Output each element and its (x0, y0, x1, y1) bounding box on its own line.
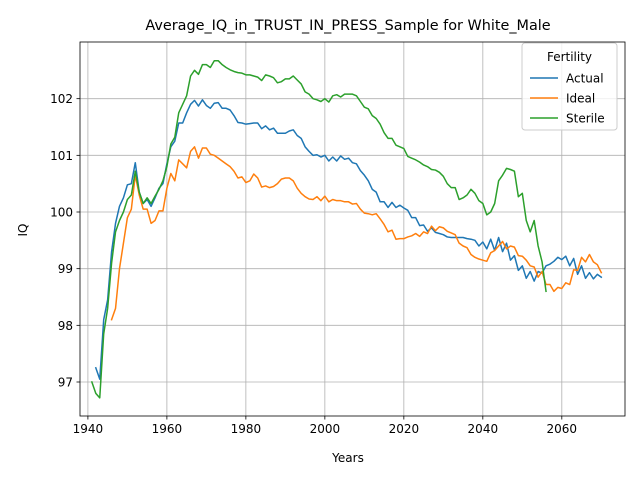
y-axis-title: IQ (16, 224, 30, 237)
x-tick-label: 1980 (231, 422, 262, 436)
legend-entries: Actual Ideal Sterile (530, 72, 605, 126)
axes: 1940 1960 1980 2000 2020 2040 2060 97 98 99 100 101… (50, 92, 577, 436)
y-tick-label: 100 (50, 206, 73, 220)
y-tick-label: 101 (50, 149, 73, 163)
legend-label-sterile: Sterile (566, 112, 605, 126)
x-tick-label: 2040 (468, 422, 499, 436)
y-tick-label: 99 (58, 262, 73, 276)
series-line-sterile (90, 59, 547, 399)
legend-label-ideal: Ideal (566, 92, 595, 106)
x-tick-label: 2000 (310, 422, 341, 436)
x-tick-label: 1960 (152, 422, 183, 436)
legend-box (521, 42, 618, 131)
legend-label-actual: Actual (566, 72, 604, 86)
y-tick-label: 97 (58, 376, 73, 390)
x-tick-label: 1940 (73, 422, 104, 436)
legend-title: Fertility (547, 50, 592, 64)
chart-title: Average_IQ_in_TRUST_IN_PRESS_Sample for … (145, 18, 550, 34)
x-tick-label: 2020 (389, 422, 420, 436)
series-line-actual (94, 99, 603, 380)
x-axis-title: Years (331, 451, 364, 465)
x-tick-label: 2060 (547, 422, 578, 436)
plot-frame (79, 41, 626, 417)
y-tick-label: 98 (58, 319, 73, 333)
series-lines (90, 59, 603, 399)
legend: Fertility Actual Ideal Sterile (521, 42, 618, 131)
y-tick-label: 102 (50, 92, 73, 106)
series-line-ideal (110, 146, 603, 321)
